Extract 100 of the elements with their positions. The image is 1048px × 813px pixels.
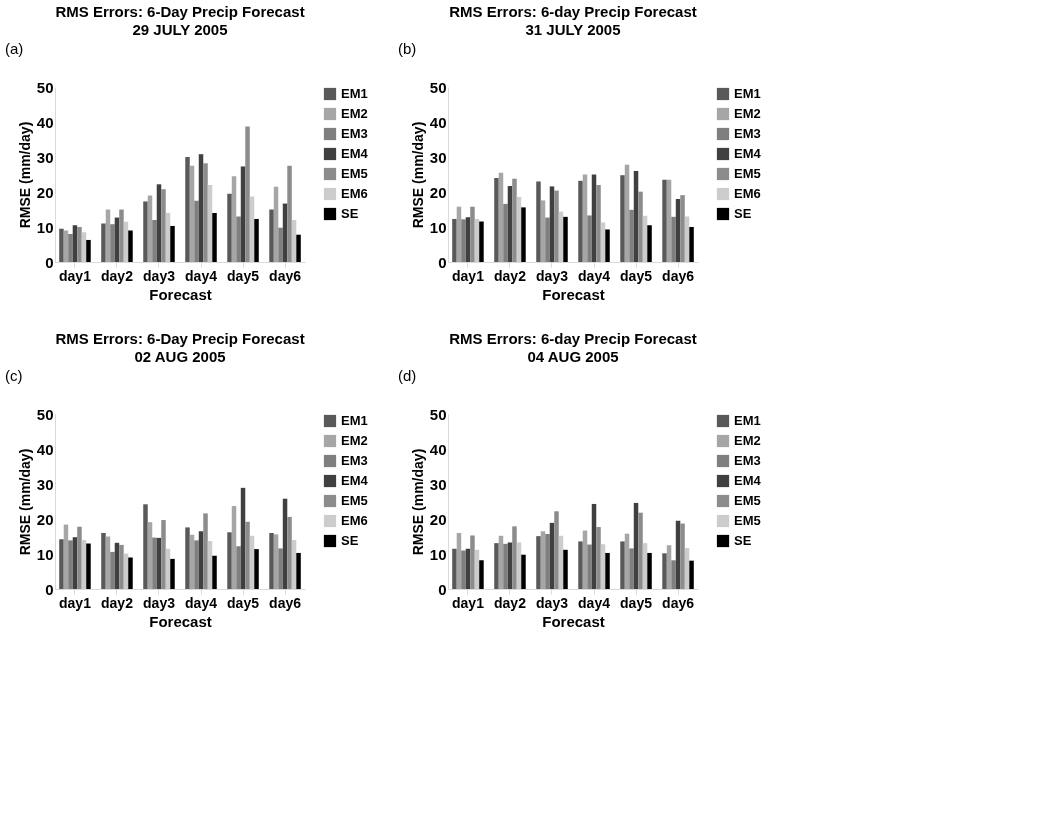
legend-label: EM6 <box>734 186 761 201</box>
bar <box>278 227 283 262</box>
legend-label: EM4 <box>734 473 762 488</box>
x-axis-title: Forecast <box>542 285 605 303</box>
x-tick-label: day5 <box>620 594 653 611</box>
y-tick-label: 40 <box>36 113 54 131</box>
x-tick-label: day5 <box>620 267 653 284</box>
chart-subtitle: 29 JULY 2005 <box>132 21 228 38</box>
bar <box>119 209 124 262</box>
bar <box>236 216 241 262</box>
y-tick-label: 10 <box>36 545 54 563</box>
bar <box>68 540 73 589</box>
x-axis-title: Forecast <box>149 612 212 630</box>
legend-label: EM5 <box>734 513 761 528</box>
y-tick-label: 20 <box>36 183 54 201</box>
bar <box>212 213 217 262</box>
text: (a) <box>5 40 24 57</box>
bar <box>152 537 157 589</box>
bar <box>227 193 232 262</box>
bar <box>629 209 634 262</box>
bar <box>143 201 148 262</box>
bar <box>620 175 625 262</box>
y-tick-label: 40 <box>429 113 447 131</box>
bar <box>620 541 625 589</box>
y-tick-label: 20 <box>429 510 447 528</box>
x-tick-label: day6 <box>269 594 302 611</box>
text: (d) <box>398 367 417 384</box>
x-tick-label: day2 <box>494 594 527 611</box>
bar <box>59 539 64 589</box>
bar <box>470 535 475 589</box>
y-tick-label: 20 <box>429 183 447 201</box>
text: (b) <box>398 40 417 57</box>
bar <box>185 527 190 589</box>
bar <box>638 191 643 262</box>
bar <box>470 206 475 262</box>
y-tick-label: 20 <box>36 510 54 528</box>
bar <box>161 189 166 262</box>
legend-label: EM2 <box>341 433 368 448</box>
y-tick-label: 50 <box>36 405 54 423</box>
bar <box>143 504 148 589</box>
bar <box>680 523 685 589</box>
bar <box>296 552 301 589</box>
bar <box>647 225 652 262</box>
bar <box>587 544 592 589</box>
bar <box>578 541 583 589</box>
bar <box>194 200 199 262</box>
bar <box>536 536 541 589</box>
bar <box>554 190 559 262</box>
bar <box>503 543 508 589</box>
y-tick-label: 50 <box>429 78 447 96</box>
x-axis-title: Forecast <box>542 612 605 630</box>
bar <box>170 225 175 262</box>
bar <box>600 222 606 262</box>
bar <box>72 225 78 262</box>
bar <box>68 234 73 262</box>
y-tick-label: 0 <box>45 253 54 271</box>
legend-label: EM3 <box>341 126 368 141</box>
bar <box>545 217 550 262</box>
x-tick-label: day1 <box>59 267 92 284</box>
bar <box>479 560 484 589</box>
bar <box>671 560 676 589</box>
legend-label: SE <box>734 533 752 548</box>
x-tick-label: day6 <box>662 267 695 284</box>
y-axis-title: RMSE (mm/day) <box>16 448 33 556</box>
legend-label: EM6 <box>341 513 368 528</box>
bar <box>110 551 115 589</box>
y-tick-label: 10 <box>429 545 447 563</box>
bar <box>203 163 208 262</box>
bar <box>479 221 484 262</box>
x-tick-label: day4 <box>185 267 218 284</box>
legend-label: EM6 <box>341 186 368 201</box>
legend-label: EM4 <box>341 473 369 488</box>
bar <box>128 230 133 262</box>
bar <box>563 549 568 589</box>
bar <box>662 179 667 262</box>
y-axis-title: RMSE (mm/day) <box>409 121 426 229</box>
y-tick-label: 10 <box>429 218 447 236</box>
bar <box>296 234 301 262</box>
bar <box>81 232 87 262</box>
y-tick-label: 10 <box>36 218 54 236</box>
bar <box>101 223 106 262</box>
x-tick-label: day5 <box>227 267 260 284</box>
legend-label: EM5 <box>341 166 368 181</box>
bar <box>185 157 190 262</box>
bar <box>269 533 274 589</box>
y-tick-label: 30 <box>429 475 447 493</box>
chart-subtitle: 02 AUG 2005 <box>134 348 226 365</box>
bar <box>269 209 274 262</box>
bar <box>554 511 559 589</box>
y-tick-label: 50 <box>429 405 447 423</box>
x-tick-label: day3 <box>536 267 569 284</box>
bar <box>521 207 526 262</box>
y-tick-label: 0 <box>438 253 447 271</box>
legend-label: EM5 <box>341 493 368 508</box>
chart-title: RMS Errors: 6-day Precip Forecast <box>449 3 697 20</box>
legend-label: EM3 <box>734 126 761 141</box>
bar <box>452 548 457 589</box>
bar <box>563 216 568 262</box>
bar <box>227 532 232 589</box>
bar <box>503 203 508 262</box>
